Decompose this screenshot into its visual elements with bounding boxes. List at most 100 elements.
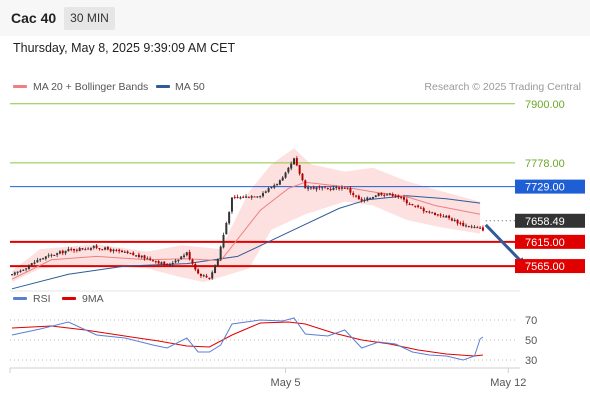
main-legend: MA 20 + Bollinger Bands MA 50 Research ©… <box>13 81 581 93</box>
timeframe-selector[interactable]: 30 MIN <box>64 7 115 30</box>
candle-body <box>307 187 310 189</box>
candle-body <box>174 260 177 263</box>
candle-body <box>326 188 329 190</box>
candle-body <box>214 265 217 274</box>
forecast-arrow-line <box>484 223 526 266</box>
candle-body <box>470 226 473 228</box>
credit-label: Research © 2025 Trading Central <box>424 81 581 93</box>
candle-body <box>481 227 484 231</box>
candle-body <box>405 199 408 204</box>
candle-body <box>473 226 476 228</box>
candle-body <box>476 227 479 229</box>
bollinger-bands <box>12 148 481 283</box>
candle-body <box>278 180 281 185</box>
candle-body <box>295 158 298 166</box>
x-axis: May 5 May 12 <box>9 367 526 389</box>
candle-body <box>388 193 391 195</box>
candle-body <box>98 248 101 250</box>
candle-body <box>346 188 349 190</box>
candle-body <box>352 192 355 196</box>
price-level-label-4: 7615.00 <box>525 237 565 249</box>
candle-body <box>123 251 126 253</box>
candle-body <box>168 264 171 266</box>
rsi-tick-label-2: 30 <box>525 355 537 367</box>
candle-body <box>267 188 270 192</box>
candle-body <box>84 249 87 251</box>
candle-body <box>462 222 465 226</box>
candle-body <box>22 269 25 271</box>
candle-body <box>242 196 245 198</box>
candle-body <box>129 252 132 254</box>
candle-body <box>211 272 214 279</box>
candle-body <box>160 262 163 265</box>
candle-body <box>422 208 425 212</box>
candle-body <box>256 196 259 198</box>
candle-body <box>194 264 197 270</box>
candle-body <box>109 249 112 252</box>
candle-body <box>363 199 366 201</box>
ma20-legend-swatch <box>13 85 27 88</box>
candle-body <box>120 250 123 253</box>
candle-body <box>459 222 462 224</box>
candle-body <box>236 196 239 198</box>
candle-body <box>301 173 304 181</box>
candle-body <box>287 167 290 173</box>
candle-body <box>369 198 372 200</box>
price-level-label-3: 7658.49 <box>525 216 565 228</box>
chart-datetime: Thursday, May 8, 2025 9:39:09 AM CET <box>13 41 236 55</box>
candle-body <box>149 258 152 260</box>
price-level-tag-5 <box>515 259 585 274</box>
candle-body <box>414 205 417 207</box>
price-level-label-1: 7778.00 <box>525 158 565 170</box>
candle-body <box>137 254 140 258</box>
candle-body <box>132 252 135 256</box>
candle-body <box>152 260 154 262</box>
candle-body <box>247 196 250 198</box>
candle-body <box>199 274 202 276</box>
candle-body <box>143 255 146 259</box>
candle-body <box>467 225 470 227</box>
x-tick-label-0: May 5 <box>271 377 301 389</box>
candle-body <box>273 185 276 188</box>
candle-body <box>44 256 47 259</box>
rsi-tick-label-0: 70 <box>525 315 537 327</box>
candle-body <box>101 249 104 251</box>
candle-body <box>434 212 436 215</box>
candle-body <box>166 264 169 266</box>
candle-body <box>293 158 295 165</box>
candle-body <box>163 261 166 265</box>
candle-body <box>335 187 338 189</box>
candle-body <box>19 270 22 273</box>
candle-body <box>253 196 256 198</box>
candle-body <box>448 215 451 218</box>
candle-body <box>436 214 439 216</box>
candle-body <box>281 177 284 181</box>
candle-body <box>357 195 360 200</box>
ma50-legend-swatch <box>156 85 170 88</box>
candle-body <box>185 252 188 256</box>
rsi-legend: RSI 9MA <box>13 293 104 305</box>
candle-body <box>383 194 386 196</box>
candle-body <box>228 212 231 224</box>
moving-averages <box>11 181 481 290</box>
candle-body <box>321 187 324 189</box>
candle-body <box>343 187 346 189</box>
candle-body <box>360 198 363 201</box>
candle-body <box>219 246 222 260</box>
candle-body <box>92 246 95 248</box>
candle-body <box>42 258 45 260</box>
candle-body <box>402 197 405 200</box>
rsi-line <box>11 317 484 361</box>
candle-body <box>188 252 191 260</box>
candle-body <box>225 223 228 235</box>
candle-body <box>245 196 248 198</box>
candle-body <box>450 218 453 221</box>
candle-body <box>456 219 459 224</box>
candle-body <box>349 188 352 193</box>
candle-body <box>329 188 332 191</box>
price-level-label-5: 7565.00 <box>525 261 565 273</box>
candle-body <box>411 204 414 206</box>
rsi-panel: 70 50 30 <box>10 315 537 367</box>
header-bar: Cac 40 30 MIN <box>0 0 590 36</box>
candle-body <box>135 255 138 257</box>
